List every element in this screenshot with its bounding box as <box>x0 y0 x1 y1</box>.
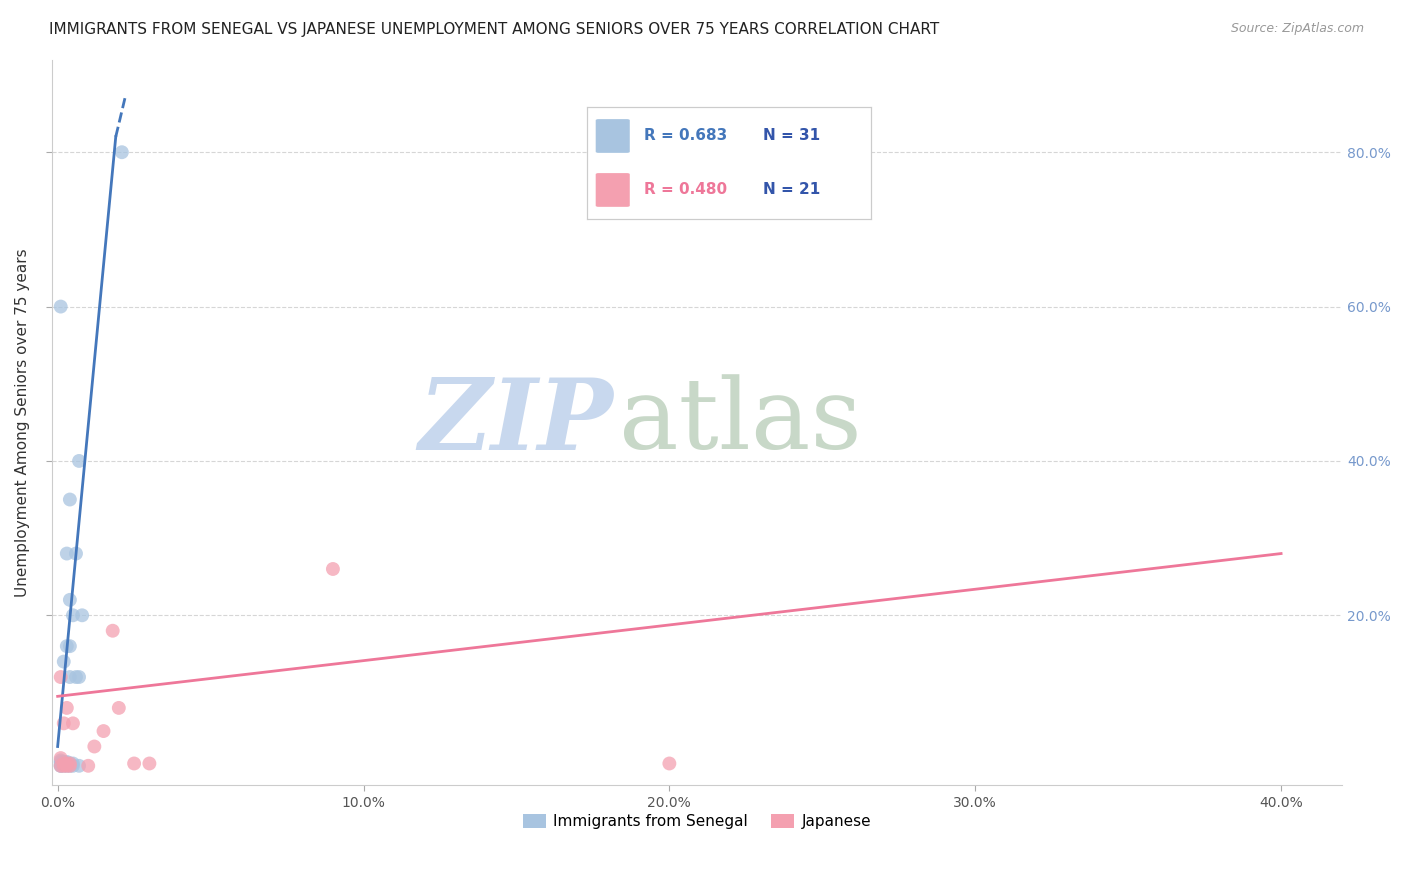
Point <box>65 670 87 684</box>
Point <box>111 145 134 160</box>
Point <box>52 759 75 773</box>
Point <box>62 716 84 731</box>
Text: Source: ZipAtlas.com: Source: ZipAtlas.com <box>1230 22 1364 36</box>
Point <box>70 608 93 623</box>
Point <box>56 547 79 561</box>
Point <box>49 300 72 314</box>
Y-axis label: Unemployment Among Seniors over 75 years: Unemployment Among Seniors over 75 years <box>15 248 30 597</box>
Text: atlas: atlas <box>620 375 862 470</box>
Point <box>77 759 100 773</box>
Point <box>62 756 84 771</box>
Point <box>56 755 79 769</box>
Point <box>101 624 124 638</box>
Point <box>49 753 72 767</box>
Point <box>52 655 75 669</box>
Point <box>52 756 75 771</box>
Text: ZIP: ZIP <box>418 374 613 471</box>
Point <box>108 701 131 715</box>
Point <box>49 759 72 773</box>
Point <box>59 670 82 684</box>
Point <box>59 639 82 653</box>
Point <box>52 755 75 769</box>
Point <box>56 759 79 773</box>
Point <box>56 756 79 771</box>
Point <box>49 756 72 771</box>
Point <box>49 751 72 765</box>
Point <box>49 755 72 769</box>
Point <box>59 492 82 507</box>
Point <box>52 759 75 773</box>
Text: IMMIGRANTS FROM SENEGAL VS JAPANESE UNEMPLOYMENT AMONG SENIORS OVER 75 YEARS COR: IMMIGRANTS FROM SENEGAL VS JAPANESE UNEM… <box>49 22 939 37</box>
Point <box>67 454 90 468</box>
Point <box>59 759 82 773</box>
Legend: Immigrants from Senegal, Japanese: Immigrants from Senegal, Japanese <box>516 808 877 836</box>
Point <box>49 759 72 773</box>
Point <box>56 756 79 771</box>
Point <box>52 716 75 731</box>
Point <box>52 756 75 771</box>
Point <box>83 739 105 754</box>
Point <box>59 759 82 773</box>
Point <box>56 701 79 715</box>
Point <box>67 759 90 773</box>
Point <box>658 756 681 771</box>
Point <box>62 759 84 773</box>
Point <box>49 670 72 684</box>
Point <box>59 756 82 771</box>
Point <box>59 592 82 607</box>
Point <box>138 756 160 771</box>
Point <box>322 562 344 576</box>
Point <box>56 639 79 653</box>
Point <box>65 547 87 561</box>
Point <box>93 724 115 739</box>
Point <box>62 608 84 623</box>
Point <box>67 670 90 684</box>
Point <box>122 756 145 771</box>
Point <box>56 759 79 773</box>
Point <box>59 756 82 771</box>
Point <box>49 759 72 773</box>
